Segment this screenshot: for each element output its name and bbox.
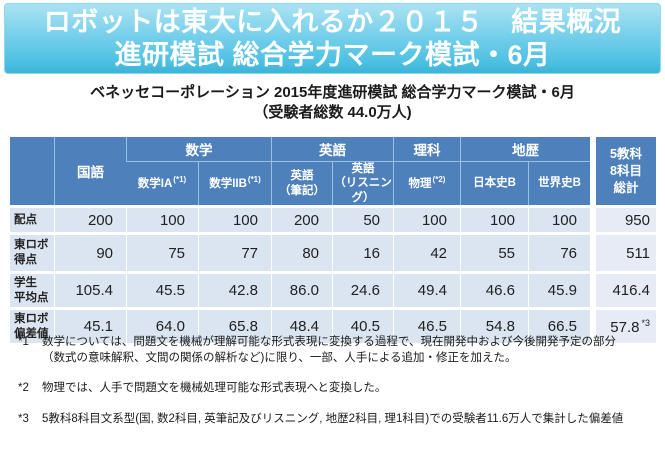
col-group-sugaku: 数学 xyxy=(126,137,271,161)
score-cell: 80 xyxy=(271,232,332,272)
col-header-butsuri: 物理(*2) xyxy=(393,161,460,206)
col-header-eigo-listening: 英語 （リスニング） xyxy=(332,161,393,206)
total-value: 57.8 xyxy=(610,318,640,336)
score-cell: 49.4 xyxy=(393,271,460,308)
score-table: 国語 数学 英語 理科 地歴 5教科 8科目 総計 数学IA(*1) 数学IIB… xyxy=(10,137,656,344)
score-cell: 100 xyxy=(126,205,198,233)
col-header-total: 5教科 8科目 総計 xyxy=(596,137,656,206)
score-cell: 45.9 xyxy=(528,271,590,308)
score-cell: 50 xyxy=(332,205,393,233)
score-cell: 75 xyxy=(126,232,198,272)
column-gap xyxy=(590,232,596,272)
footnote-1: *1 数学については、問題文を機械が理解可能な形式表現に変換する過程で、現在開発… xyxy=(18,334,659,366)
col-header-sugaku-iib: 数学IIB(*1) xyxy=(198,161,271,206)
score-cell: 86.0 xyxy=(271,271,332,308)
score-table-wrap: 国語 数学 英語 理科 地歴 5教科 8科目 総計 数学IA(*1) 数学IIB… xyxy=(10,137,656,344)
subtitle-line-2: （受験者総数 44.0万人) xyxy=(253,104,412,121)
score-cell: 100 xyxy=(198,205,271,233)
col-group-chireki: 地歴 xyxy=(460,137,590,161)
footnote-2-text: 物理では、人手で問題文を機械処理可能な形式表現へと変換した。 xyxy=(42,382,387,395)
col-header-nihonshi: 日本史B xyxy=(460,161,528,206)
score-cell: 76 xyxy=(528,232,590,272)
score-cell: 46.6 xyxy=(460,271,528,308)
score-cell: 24.6 xyxy=(332,271,393,308)
total-cell: 57.8 *3 xyxy=(596,307,656,344)
score-cell: 55 xyxy=(460,232,528,272)
score-cell: 100 xyxy=(528,205,590,233)
score-cell: 16 xyxy=(332,232,393,272)
score-cell: 54.8 xyxy=(460,307,528,344)
score-cell: 64.0 xyxy=(126,307,198,344)
col-header-sugaku-iib-label: 数学IIB xyxy=(209,178,247,191)
table-row-gakusei-heikin: 学生 平均点 105.4 45.5 42.8 86.0 24.6 49.4 46… xyxy=(10,271,656,308)
score-cell: 77 xyxy=(198,232,271,272)
footnote-ref-1: (*1) xyxy=(247,175,261,185)
footnote-ref-3: *3 xyxy=(641,317,650,328)
footnote-ref-2: (*2) xyxy=(432,175,446,185)
score-cell: 46.5 xyxy=(393,307,460,344)
total-cell: 950 xyxy=(596,205,656,233)
score-cell: 90 xyxy=(54,232,126,272)
row-label: 東ロボ 得点 xyxy=(10,232,54,272)
total-cell: 416.4 xyxy=(596,271,656,308)
column-gap xyxy=(590,205,596,233)
score-cell: 42.8 xyxy=(198,271,271,308)
score-cell: 40.5 xyxy=(332,307,393,344)
footnote-3-marker: *3 xyxy=(18,413,29,426)
score-cell: 200 xyxy=(54,205,126,233)
header-group-row: 国語 数学 英語 理科 地歴 5教科 8科目 総計 xyxy=(10,137,656,206)
column-gap xyxy=(590,307,596,344)
col-header-butsuri-label: 物理 xyxy=(408,178,432,191)
score-cell: 100 xyxy=(460,205,528,233)
subtitle-line-1: ベネッセコーポレーション 2015年度進研模試 総合学力マーク模試・6月 xyxy=(90,84,575,101)
score-cell: 66.5 xyxy=(528,307,590,344)
score-cell: 45.5 xyxy=(126,271,198,308)
table-row-torobo-tokuten: 東ロボ 得点 90 75 77 80 16 42 55 76 511 xyxy=(10,232,656,272)
score-cell: 200 xyxy=(271,205,332,233)
slide-title-line-2: 進研模試 総合学力マーク模試・6月 xyxy=(114,39,551,70)
row-label: 東ロボ 偏差値 xyxy=(10,307,54,344)
footnote-3-text: 5教科8科目文系型(国, 数2科目, 英筆記及びリスニング, 地歴2科目, 理1… xyxy=(42,413,624,426)
title-band: ロボットは東大に入れるか２０１５ 結果概況 進研模試 総合学力マーク模試・6月 xyxy=(4,3,661,74)
score-cell: 48.4 xyxy=(271,307,332,344)
total-cell: 511 xyxy=(596,232,656,272)
footnote-1-text: 数学については、問題文を機械が理解可能な形式表現に変換する過程で、現在開発中およ… xyxy=(42,336,616,365)
col-header-sekaishi: 世界史B xyxy=(528,161,590,206)
corner-cell xyxy=(10,137,54,206)
footnote-2: *2 物理では、人手で問題文を機械処理可能な形式表現へと変換した。 xyxy=(18,380,659,396)
col-header-eigo-hikki: 英語 （筆記） xyxy=(271,161,332,206)
header-sub-row: 数学IA(*1) 数学IIB(*1) 英語 （筆記） 英語 （リスニング） 物理… xyxy=(10,161,656,206)
col-header-sugaku-ia-label: 数学IA xyxy=(137,178,173,191)
col-group-eigo: 英語 xyxy=(271,137,393,161)
footnote-3: *3 5教科8科目文系型(国, 数2科目, 英筆記及びリスニング, 地歴2科目,… xyxy=(18,411,659,427)
column-gap xyxy=(590,137,596,206)
table-row-torobo-hensachi: 東ロボ 偏差値 45.1 64.0 65.8 48.4 40.5 46.5 54… xyxy=(10,307,656,344)
score-cell: 42 xyxy=(393,232,460,272)
slide-title-line-1: ロボットは東大に入れるか２０１５ 結果概況 xyxy=(43,6,622,37)
footnote-2-marker: *2 xyxy=(18,382,29,395)
row-label: 学生 平均点 xyxy=(10,271,54,308)
score-cell: 100 xyxy=(393,205,460,233)
col-group-rika: 理科 xyxy=(393,137,460,161)
footnote-ref-1: (*1) xyxy=(173,175,187,185)
col-header-kokugo: 国語 xyxy=(54,137,126,206)
column-gap xyxy=(590,271,596,308)
table-row-haiten: 配点 200 100 100 200 50 100 100 100 950 xyxy=(10,205,656,233)
col-header-sugaku-ia: 数学IA(*1) xyxy=(126,161,198,206)
score-cell: 65.8 xyxy=(198,307,271,344)
subtitle: ベネッセコーポレーション 2015年度進研模試 総合学力マーク模試・6月 （受験… xyxy=(0,83,665,123)
row-label: 配点 xyxy=(10,205,54,233)
footnote-1-marker: *1 xyxy=(18,336,29,348)
score-cell: 105.4 xyxy=(54,271,126,308)
footnotes: *1 数学については、問題文を機械が理解可能な形式表現に変換する過程で、現在開発… xyxy=(18,334,659,427)
score-cell: 45.1 xyxy=(54,307,126,344)
